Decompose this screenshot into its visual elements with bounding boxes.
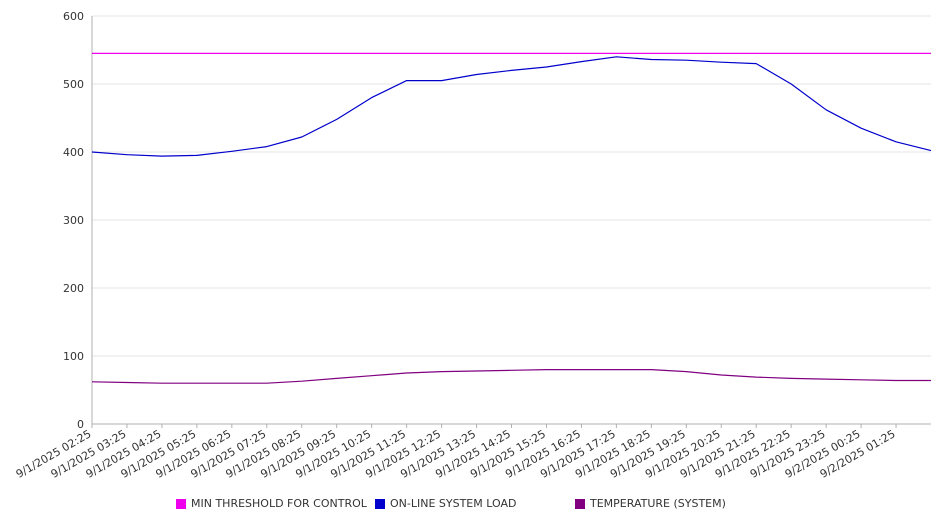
y-tick-label: 500 bbox=[63, 78, 84, 91]
legend-swatch-system-load bbox=[375, 498, 385, 509]
y-tick-label: 600 bbox=[63, 10, 84, 23]
legend-item-min-threshold: MIN THRESHOLD FOR CONTROL bbox=[176, 497, 367, 510]
legend-label-temperature: TEMPERATURE (SYSTEM) bbox=[590, 497, 726, 510]
y-tick-label: 400 bbox=[63, 146, 84, 159]
y-tick-label: 100 bbox=[63, 350, 84, 363]
series-lines bbox=[91, 52, 932, 384]
legend-label-min-threshold: MIN THRESHOLD FOR CONTROL bbox=[191, 497, 367, 510]
y-tick-label: 200 bbox=[63, 282, 84, 295]
legend-item-system-load: ON-LINE SYSTEM LOAD bbox=[375, 497, 516, 510]
axes bbox=[91, 16, 931, 428]
series-line-1 bbox=[91, 56, 932, 157]
legend-item-temperature: TEMPERATURE (SYSTEM) bbox=[575, 497, 726, 510]
grid-lines bbox=[92, 15, 931, 357]
series-line-2 bbox=[91, 369, 931, 384]
y-axis-tick-labels: 0 100 200 300 400 500 600 bbox=[63, 10, 84, 431]
y-tick-label: 0 bbox=[77, 418, 84, 431]
legend-label-system-load: ON-LINE SYSTEM LOAD bbox=[390, 497, 517, 510]
legend: MIN THRESHOLD FOR CONTROL ON-LINE SYSTEM… bbox=[0, 497, 946, 515]
x-axis-tick-labels: 9/1/2025 02:259/1/2025 03:259/1/2025 04:… bbox=[14, 427, 898, 481]
y-tick-label: 300 bbox=[63, 214, 84, 227]
legend-swatch-min-threshold bbox=[176, 498, 186, 509]
legend-swatch-temperature bbox=[575, 498, 585, 509]
